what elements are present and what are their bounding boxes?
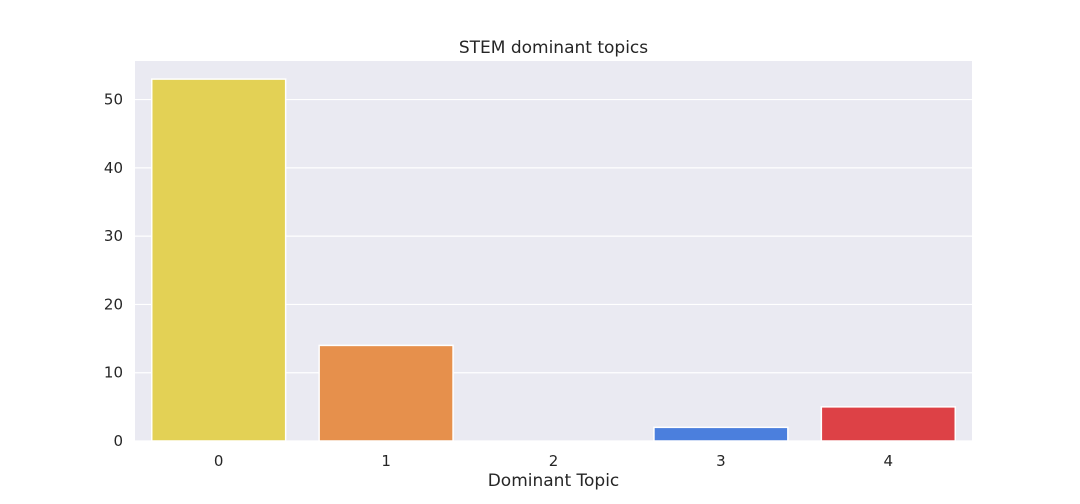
bars [150, 78, 957, 442]
x-tick-label: 1 [381, 452, 391, 470]
bar-topic-0 [150, 78, 287, 442]
y-tick-label: 10 [104, 364, 123, 382]
y-tick-label: 40 [104, 159, 123, 177]
y-tick-label: 50 [104, 91, 123, 109]
y-tick-label: 20 [104, 295, 123, 313]
y-tick-label: 0 [113, 432, 123, 450]
chart-title: STEM dominant topics [459, 38, 648, 58]
bar-topic-4 [820, 406, 957, 442]
x-axis-label: Dominant Topic [488, 471, 620, 491]
y-tick-label: 30 [104, 227, 123, 245]
bar-topic-3 [653, 426, 789, 442]
y-axis-ticks: 0 10 20 30 40 50 [104, 91, 123, 450]
bar-topic-1 [318, 344, 454, 442]
x-axis-ticks: 0 1 2 3 4 [214, 452, 893, 470]
x-tick-label: 2 [549, 452, 559, 470]
x-tick-label: 4 [884, 452, 894, 470]
x-tick-label: 3 [716, 452, 726, 470]
x-tick-label: 0 [214, 452, 224, 470]
